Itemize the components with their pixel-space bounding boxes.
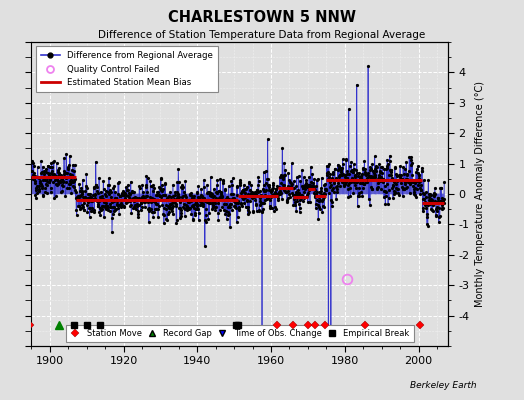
Text: Berkeley Earth: Berkeley Earth xyxy=(410,381,477,390)
Text: CHARLESTOWN 5 NNW: CHARLESTOWN 5 NNW xyxy=(168,10,356,25)
Y-axis label: Monthly Temperature Anomaly Difference (°C): Monthly Temperature Anomaly Difference (… xyxy=(475,81,485,307)
Legend: Station Move, Record Gap, Time of Obs. Change, Empirical Break: Station Move, Record Gap, Time of Obs. C… xyxy=(66,324,414,342)
Text: Difference of Station Temperature Data from Regional Average: Difference of Station Temperature Data f… xyxy=(99,30,425,40)
